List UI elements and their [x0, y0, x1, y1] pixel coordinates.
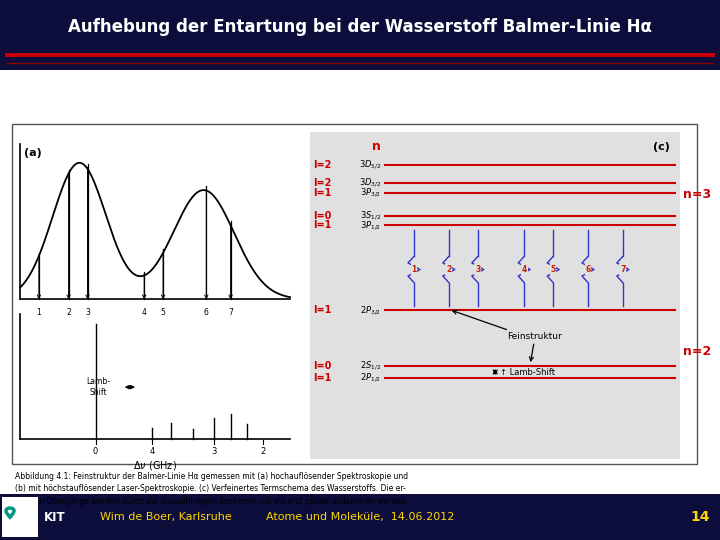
Text: $\Delta\nu$ (GHz): $\Delta\nu$ (GHz) [133, 459, 177, 472]
Text: $2P_{3/2}$: $2P_{3/2}$ [360, 304, 381, 317]
Text: $3D_{3/2}$: $3D_{3/2}$ [359, 177, 381, 189]
Text: 5: 5 [551, 265, 556, 274]
Text: $3P_{1/2}$: $3P_{1/2}$ [360, 219, 381, 232]
Text: 0: 0 [93, 447, 98, 456]
Text: Atome und Moleküle,  14.06.2012: Atome und Moleküle, 14.06.2012 [266, 512, 454, 522]
Bar [2, 497, 38, 537]
Text: 7: 7 [228, 308, 233, 317]
Text: $3D_{5/2}$: $3D_{5/2}$ [359, 158, 381, 171]
Text: ↑ Lamb-Shift: ↑ Lamb-Shift [500, 368, 555, 376]
Text: Lamb-
Shift: Lamb- Shift [86, 377, 110, 397]
Text: 2: 2 [66, 308, 71, 317]
Text: 6: 6 [585, 265, 590, 274]
Text: 5: 5 [161, 308, 166, 317]
Text: l=1: l=1 [313, 220, 331, 231]
Text: 2: 2 [446, 265, 451, 274]
Text: Abbildung 4.1: Feinstruktur der Balmer-Linie Hα gemessen mit (a) hochauflösender: Abbildung 4.1: Feinstruktur der Balmer-L… [15, 472, 408, 506]
Text: 2: 2 [261, 447, 266, 456]
Text: n: n [372, 140, 381, 153]
Text: 4: 4 [521, 265, 527, 274]
Text: n=2: n=2 [683, 345, 711, 357]
Text: $2S_{1/2}$: $2S_{1/2}$ [360, 360, 381, 373]
Text: l=0: l=0 [313, 211, 331, 220]
Text: KIT: KIT [44, 510, 66, 524]
Text: Wim de Boer, Karlsruhe: Wim de Boer, Karlsruhe [100, 512, 232, 522]
Bar [12, 124, 697, 464]
Text: 4: 4 [142, 308, 147, 317]
Text: 7: 7 [620, 265, 626, 274]
Text: l=2: l=2 [313, 160, 331, 170]
Text: 3: 3 [212, 447, 217, 456]
Text: (a): (a) [24, 148, 42, 158]
Text: 3: 3 [475, 265, 480, 274]
Text: 4: 4 [150, 447, 155, 456]
Text: l=1: l=1 [313, 305, 331, 315]
Text: 14: 14 [690, 510, 710, 524]
Text: l=2: l=2 [313, 178, 331, 188]
Text: $3S_{1/2}$: $3S_{1/2}$ [360, 209, 381, 222]
Text: (c): (c) [653, 142, 670, 152]
Text: 3: 3 [85, 308, 90, 317]
Text: 1: 1 [411, 265, 417, 274]
Text: $2P_{1/2}$: $2P_{1/2}$ [360, 372, 381, 384]
Bar [310, 132, 680, 459]
Text: 6: 6 [204, 308, 209, 317]
Text: l=1: l=1 [313, 188, 331, 198]
Text: $3P_{3/2}$: $3P_{3/2}$ [360, 186, 381, 199]
Text: l=1: l=1 [313, 373, 331, 383]
Text: 1: 1 [37, 308, 41, 317]
Text: Aufhebung der Entartung bei der Wasserstoff Balmer-Linie Hα: Aufhebung der Entartung bei der Wasserst… [68, 18, 652, 36]
Text: Feinstruktur: Feinstruktur [507, 332, 562, 341]
Text: l=0: l=0 [313, 361, 331, 371]
Text: n=3: n=3 [683, 188, 711, 201]
